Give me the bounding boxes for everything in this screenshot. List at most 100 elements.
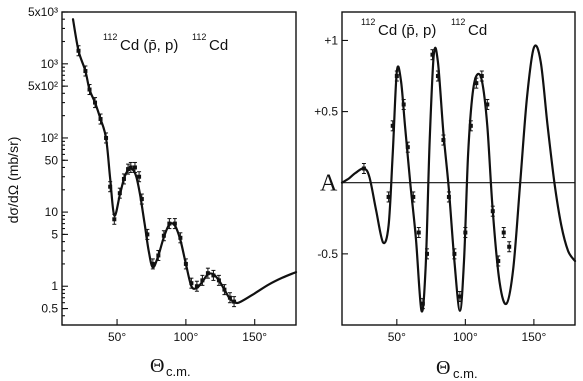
left-x-tick-label: 50° bbox=[108, 330, 126, 344]
left-data-point bbox=[139, 197, 144, 202]
left-x-axis-label: Θ bbox=[150, 355, 164, 377]
left-data-point bbox=[161, 233, 166, 238]
left-data-point bbox=[211, 273, 216, 278]
left-fit-curve-group bbox=[71, 18, 298, 305]
right-panel: +1 +0.5 -0.5 50° 100° 150° 112 Cd (p̄, p) 11… bbox=[314, 11, 577, 381]
left-data-point bbox=[156, 253, 161, 258]
left-data-point bbox=[178, 235, 183, 240]
left-data-points bbox=[76, 45, 237, 308]
right-y-tick-label: -0.5 bbox=[317, 247, 338, 261]
right-data-point bbox=[361, 166, 366, 171]
left-data-point bbox=[232, 299, 237, 304]
right-data-point bbox=[394, 74, 399, 79]
right-x-tick-label: 150° bbox=[521, 330, 546, 344]
right-data-point bbox=[474, 81, 479, 86]
right-data-point bbox=[405, 145, 410, 150]
right-data-point bbox=[435, 74, 440, 79]
right-data-point bbox=[479, 74, 484, 79]
left-data-point bbox=[216, 278, 221, 283]
right-x-tick-label: 50° bbox=[388, 330, 406, 344]
left-data-point bbox=[200, 278, 205, 283]
left-y-tick-label: 1 bbox=[51, 279, 58, 293]
right-data-point bbox=[390, 123, 395, 128]
right-title-pre-sup: 112 bbox=[361, 17, 375, 27]
left-data-point bbox=[227, 295, 232, 300]
left-x-ticks: 50° 100° 150° bbox=[108, 319, 267, 344]
right-data-point bbox=[416, 230, 421, 235]
right-y-tick-label: +1 bbox=[324, 33, 338, 47]
right-data-point bbox=[441, 138, 446, 143]
right-axes-frame bbox=[341, 11, 576, 326]
left-data-point bbox=[98, 117, 103, 122]
left-data-point bbox=[93, 100, 98, 105]
left-x-tick-label: 100° bbox=[173, 330, 198, 344]
left-y-tick-label: 5 bbox=[51, 227, 58, 241]
right-data-points bbox=[361, 49, 512, 310]
right-data-point bbox=[446, 194, 451, 199]
right-data-point bbox=[463, 230, 468, 235]
left-data-point bbox=[137, 174, 142, 179]
right-data-point bbox=[411, 194, 416, 199]
right-data-point bbox=[457, 294, 462, 299]
left-axes-frame bbox=[61, 11, 297, 326]
right-data-point bbox=[430, 52, 435, 57]
right-title-post: Cd bbox=[468, 22, 487, 39]
left-data-point bbox=[132, 165, 137, 170]
left-data-point bbox=[126, 167, 131, 172]
left-data-point bbox=[222, 287, 227, 292]
left-title-pre-sup: 112 bbox=[103, 32, 117, 42]
left-y-tick-label: 5x10³ bbox=[28, 5, 58, 19]
left-data-point bbox=[150, 261, 155, 266]
right-y-ticks: +1 +0.5 -0.5 bbox=[314, 33, 348, 261]
left-title-text: Cd (p̄, p) bbox=[120, 37, 178, 54]
right-data-point bbox=[501, 230, 506, 235]
right-data-point bbox=[452, 251, 457, 256]
left-y-tick-label: 5x10² bbox=[28, 79, 58, 93]
left-data-point bbox=[121, 176, 126, 181]
right-data-point bbox=[490, 209, 495, 214]
left-title-post-sup: 112 bbox=[192, 32, 206, 42]
right-fit-curve bbox=[340, 44, 577, 313]
left-y-ticks: 5x10³ 10³ 5x10² 10² 50 10 5 1 0.5 bbox=[28, 5, 68, 326]
right-data-point bbox=[420, 301, 425, 306]
left-data-point bbox=[117, 191, 122, 196]
right-data-point bbox=[424, 251, 429, 256]
left-title-post: Cd bbox=[209, 37, 228, 54]
left-data-point bbox=[128, 165, 133, 170]
left-fit-curve bbox=[71, 18, 298, 305]
left-data-point bbox=[167, 221, 172, 226]
left-y-tick-label: 0.5 bbox=[41, 302, 58, 316]
right-fit-curve-group bbox=[340, 44, 577, 313]
left-y-axis-label: dσ/dΩ (mb/sr) bbox=[5, 137, 21, 224]
right-x-ticks: 50° 100° 150° bbox=[388, 319, 546, 344]
right-x-axis-label-sub: c.m. bbox=[453, 366, 478, 381]
right-data-point bbox=[386, 194, 391, 199]
left-y-tick-label: 10² bbox=[41, 131, 58, 145]
right-data-point bbox=[507, 244, 512, 249]
left-data-point bbox=[87, 87, 92, 92]
left-data-point bbox=[76, 48, 81, 53]
left-data-point bbox=[194, 284, 199, 289]
right-data-point bbox=[468, 123, 473, 128]
right-y-axis-label: A bbox=[320, 171, 338, 197]
left-data-point bbox=[104, 135, 109, 140]
right-x-axis-label: Θ bbox=[436, 357, 450, 379]
left-data-point bbox=[112, 217, 117, 222]
right-title-post-sup: 112 bbox=[451, 17, 465, 27]
right-data-point bbox=[485, 102, 490, 107]
right-data-point bbox=[401, 102, 406, 107]
left-data-point bbox=[189, 281, 194, 286]
left-data-point bbox=[205, 271, 210, 276]
left-x-tick-label: 150° bbox=[242, 330, 267, 344]
left-data-point bbox=[83, 69, 88, 74]
left-data-point bbox=[183, 261, 188, 266]
right-y-tick-label: +0.5 bbox=[314, 105, 338, 119]
left-y-tick-label: 10³ bbox=[41, 57, 58, 71]
left-data-point bbox=[145, 232, 150, 237]
left-panel: 5x10³ 10³ 5x10² 10² 50 10 5 1 0.5 50° 100° 150° 11… bbox=[5, 5, 298, 379]
left-data-point bbox=[108, 184, 113, 189]
left-data-point bbox=[172, 221, 177, 226]
left-y-tick-label: 10 bbox=[45, 205, 59, 219]
right-title-text: Cd (p̄, p) bbox=[378, 22, 436, 39]
